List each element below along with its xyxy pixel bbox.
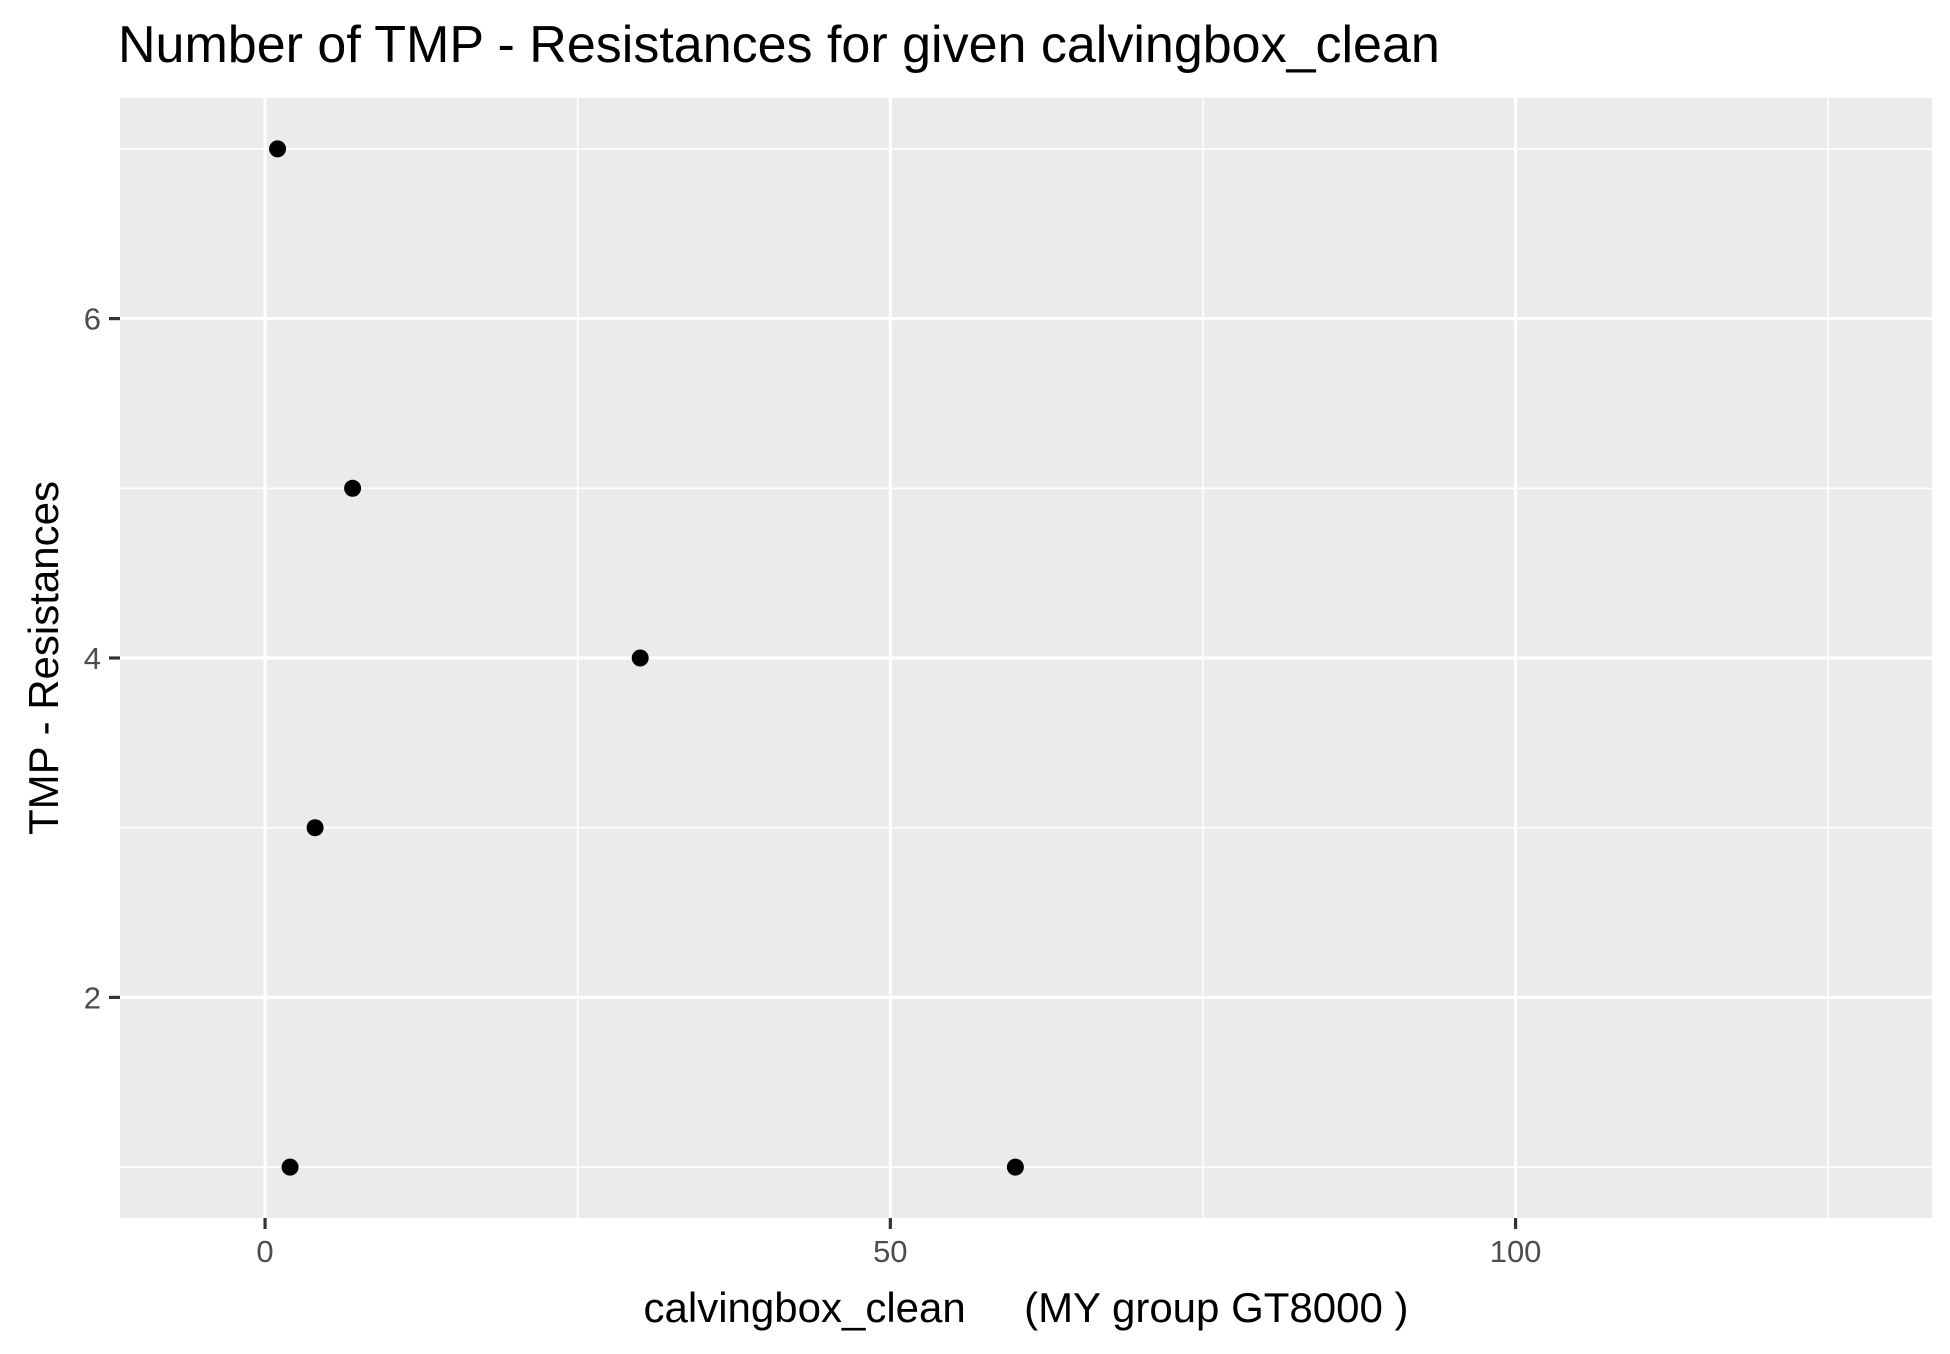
y-tick-label: 4 <box>84 641 101 676</box>
y-axis-title: TMP - Resistances <box>20 481 67 835</box>
data-point <box>631 649 649 667</box>
x-tick-label: 100 <box>1490 1234 1542 1269</box>
y-tick-label: 6 <box>84 302 101 337</box>
y-axis: 2 4 6 <box>84 302 120 1015</box>
x-tick-label: 50 <box>873 1234 907 1269</box>
data-point <box>306 819 324 837</box>
data-point <box>344 479 362 497</box>
x-tick-label: 0 <box>256 1234 273 1269</box>
chart-title: Number of TMP - Resistances for given ca… <box>118 16 1440 74</box>
y-tick-label: 2 <box>84 980 101 1015</box>
data-point <box>269 140 287 158</box>
grid-major <box>120 98 1932 1218</box>
data-point <box>1006 1158 1024 1176</box>
x-axis-title: calvingbox_clean (MY group GT8000 ) <box>644 1284 1409 1331</box>
data-points <box>269 140 1024 1176</box>
data-point <box>281 1158 299 1176</box>
x-axis: 0 50 100 <box>256 1218 1541 1269</box>
